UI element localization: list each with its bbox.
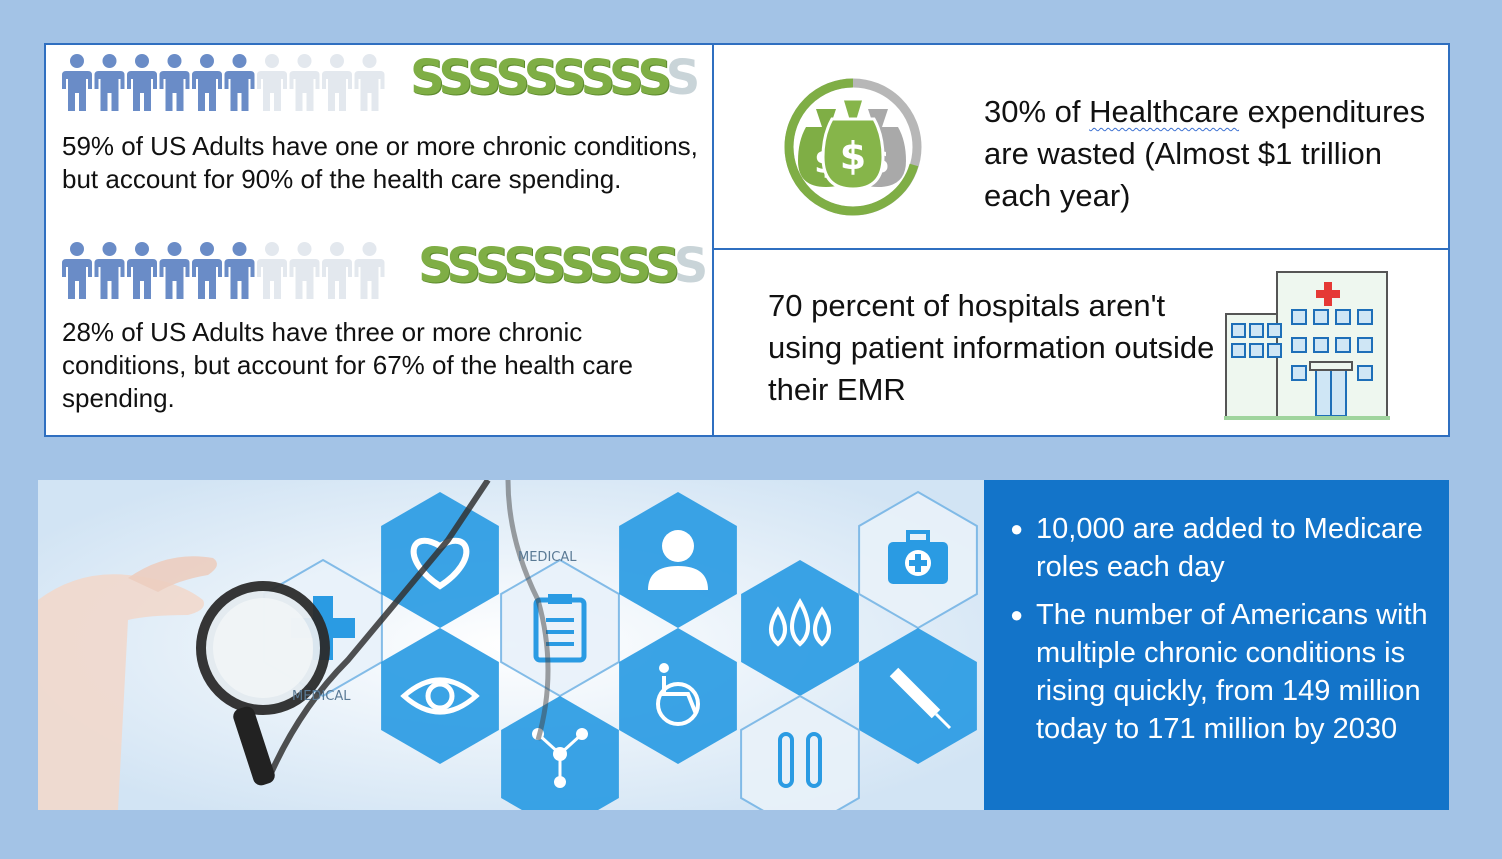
person-icon [159, 54, 190, 111]
chronic-stat-2: 28% of US Adults have three or more chro… [62, 317, 633, 413]
wheelchair-icon [656, 663, 700, 726]
fact-item-1: ● 10,000 are added to Medicare roles each… [1010, 513, 1423, 583]
svg-text:$: $ [840, 134, 866, 178]
person-icon [127, 54, 157, 111]
person-icon [127, 242, 157, 299]
dollar-signs-row-2: SSSSSSSSSS [418, 238, 708, 294]
hexagon-test-tubes-icon [740, 694, 860, 810]
chronic-stat-1: 59% of US Adults have one or more chroni… [62, 131, 698, 194]
person-icon [192, 54, 222, 111]
drops-icon [769, 597, 831, 647]
stats-panel: SSSSSSSSSS 59% of US Adults have one or … [44, 43, 1450, 437]
people-icons-row-2 [62, 242, 385, 299]
stethoscope [265, 480, 491, 782]
fact-text-1: 10,000 are added to Medicare roles each … [1036, 513, 1423, 583]
people-dollars-row-2: SSSSSSSSSS [62, 238, 708, 303]
fact-item-2: ● The number of Americans with multiple c… [1010, 599, 1428, 745]
hexagon-drops-icon [741, 560, 859, 696]
person-icon [94, 242, 125, 299]
doctor-icon [648, 530, 708, 590]
person-icon [94, 54, 125, 111]
person-icon [289, 242, 320, 299]
person-icon [257, 54, 287, 111]
hexagon-eye-icon [381, 628, 499, 764]
person-icon [192, 242, 222, 299]
vertical-divider [712, 45, 714, 435]
person-icon [224, 242, 255, 299]
medical-kit-icon [888, 530, 948, 584]
waste-stat: 30% of Healthcare expenditures are waste… [984, 91, 1444, 217]
hexagon-heart-icon [381, 492, 499, 628]
clipboard-icon [533, 594, 587, 663]
fact-text-2: The number of Americans with multiple ch… [1036, 599, 1428, 745]
people-dollars-row-1: SSSSSSSSSS [62, 50, 702, 115]
horizontal-divider [714, 248, 1450, 250]
medical-hexagon-image: MEDICAL MEDICAL [38, 480, 984, 810]
hand-shape [38, 574, 204, 810]
person-icon [257, 242, 287, 299]
test-tubes-icon [778, 732, 822, 788]
person-icon [224, 54, 255, 111]
waste-text-pre: 30% of [984, 94, 1090, 129]
person-icon [159, 242, 190, 299]
hospital-icon [1224, 271, 1390, 420]
person-icon [322, 242, 352, 299]
person-icon [289, 54, 320, 111]
person-icon [62, 242, 92, 299]
money-bags-icon: $ $ $ [784, 78, 922, 216]
person-icon [354, 54, 385, 111]
facts-panel: ● 10,000 are added to Medicare roles each… [984, 480, 1449, 810]
person-icon [354, 242, 385, 299]
waste-text-underlined: Healthcare [1089, 94, 1240, 129]
eye-icon [400, 677, 480, 715]
waste-text-post: expenditures are wasted (Almost $1 trill… [984, 94, 1426, 213]
person-icon [322, 54, 352, 111]
medical-label-1: MEDICAL [518, 550, 577, 565]
people-icons-row-1 [62, 54, 385, 111]
dollar-signs-row-1: SSSSSSSSSS [410, 50, 700, 106]
medical-label-2: MEDICAL [292, 689, 351, 704]
syringe-icon [889, 667, 952, 730]
hospital-stat: 70 percent of hospitals aren't using pat… [768, 288, 1215, 407]
person-icon [62, 54, 92, 111]
